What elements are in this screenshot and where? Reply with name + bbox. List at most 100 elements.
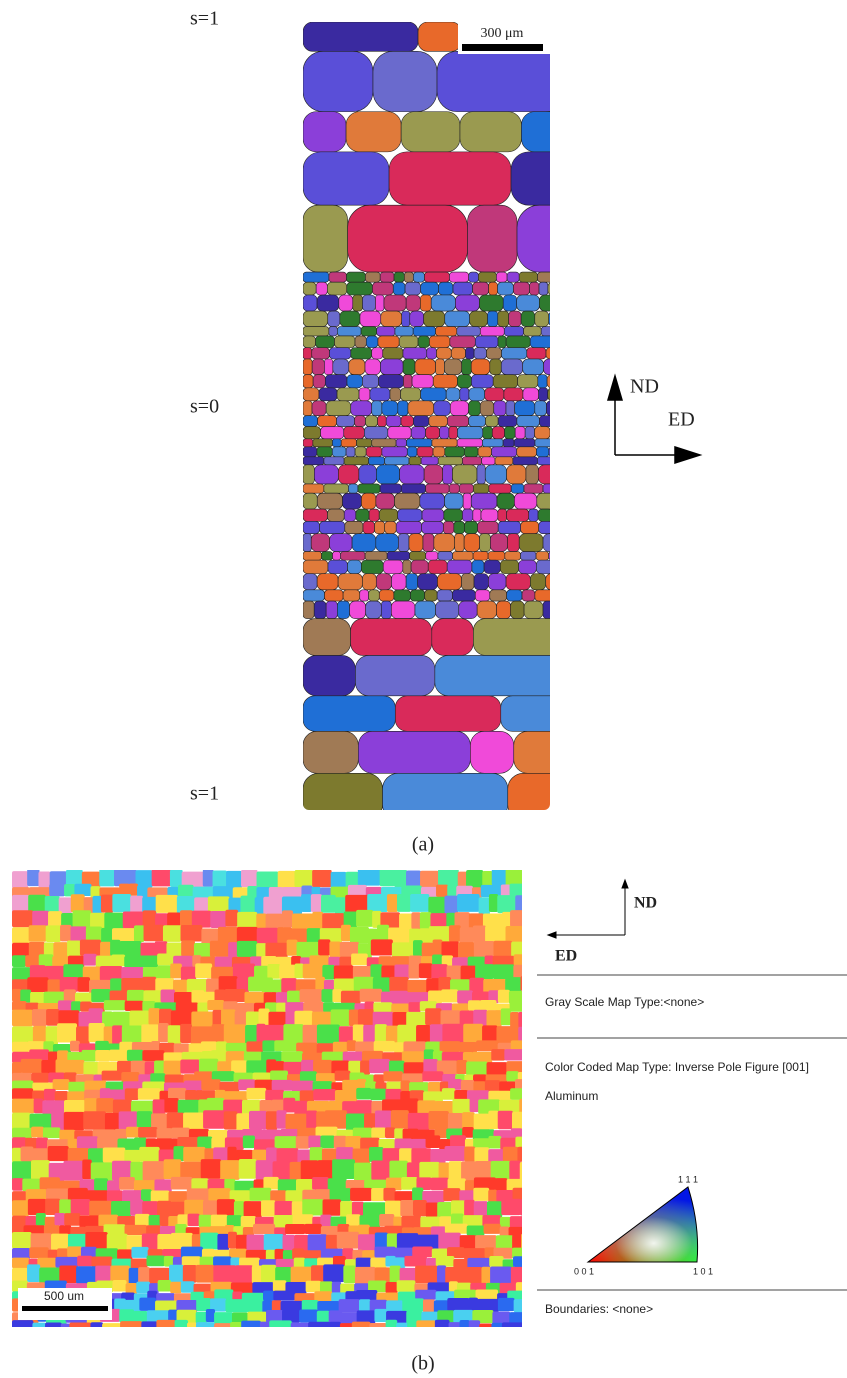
- grain: [252, 1266, 262, 1284]
- grain: [32, 1009, 47, 1026]
- grain: [511, 1267, 533, 1285]
- grain: [282, 910, 293, 927]
- grain: [460, 927, 474, 944]
- grain: [337, 327, 361, 336]
- grain: [233, 963, 255, 978]
- grain: [386, 416, 401, 427]
- grain: [63, 1161, 83, 1181]
- grain: [504, 1049, 527, 1060]
- grain: [347, 560, 361, 574]
- grain: [407, 447, 417, 457]
- grain: [462, 1267, 483, 1285]
- axis-label: ED: [668, 409, 695, 431]
- grain: [344, 457, 368, 465]
- grain: [225, 910, 238, 927]
- grain: [453, 282, 473, 295]
- grain: [396, 1323, 408, 1339]
- position-label: s=0: [190, 396, 219, 418]
- grain: [490, 590, 507, 601]
- grain: [535, 427, 551, 439]
- grain: [402, 1051, 425, 1062]
- grain: [517, 205, 609, 272]
- grain: [480, 401, 494, 416]
- grain: [337, 601, 349, 618]
- grain: [506, 868, 528, 885]
- grain: [489, 484, 511, 493]
- grain: [353, 295, 363, 311]
- grain: [45, 1323, 62, 1339]
- grain: [473, 509, 481, 521]
- grain: [379, 590, 394, 601]
- grain: [303, 457, 324, 465]
- grain: [93, 896, 102, 914]
- grain: [321, 989, 333, 1002]
- grain: [342, 1080, 358, 1091]
- grain: [96, 956, 113, 968]
- grain: [171, 1177, 193, 1190]
- grain: [388, 427, 411, 439]
- grain: [492, 447, 517, 457]
- grain: [82, 1050, 97, 1061]
- grain: [138, 1127, 157, 1138]
- grain: [250, 1188, 272, 1201]
- grain: [359, 388, 370, 401]
- caption: (a): [412, 834, 434, 856]
- grain: [207, 1000, 224, 1010]
- grain: [215, 957, 233, 969]
- grain: [324, 359, 332, 375]
- triangle-label: 1 0 1: [693, 1266, 713, 1276]
- grain: [170, 964, 182, 979]
- grain: [303, 493, 317, 509]
- axis-label: ND: [630, 376, 659, 398]
- grain: [156, 895, 178, 913]
- grain: [318, 939, 330, 955]
- grain: [100, 1088, 111, 1100]
- grain: [490, 534, 507, 552]
- grain: [158, 1280, 171, 1292]
- axes-indicator-b: [548, 880, 628, 938]
- grain: [76, 1266, 96, 1284]
- grain: [488, 552, 505, 561]
- grain: [196, 1265, 215, 1283]
- grain: [436, 359, 445, 375]
- grain: [485, 465, 506, 484]
- grain: [370, 1089, 386, 1101]
- grain: [428, 560, 447, 574]
- grain: [486, 348, 501, 359]
- grain: [403, 1129, 419, 1140]
- grain: [246, 1088, 266, 1100]
- grain: [41, 1060, 56, 1074]
- grain: [323, 1199, 342, 1215]
- grain: [335, 1090, 357, 1102]
- grain: [548, 282, 569, 295]
- grain: [321, 895, 336, 913]
- grain: [539, 295, 563, 311]
- grain: [78, 977, 90, 992]
- grain: [249, 1111, 267, 1129]
- grain: [105, 1113, 120, 1131]
- grain: [303, 205, 348, 272]
- grain: [497, 282, 513, 295]
- grain: [120, 1321, 142, 1337]
- grain: [474, 348, 486, 359]
- grain: [406, 295, 420, 311]
- grain: [373, 1002, 392, 1012]
- grain: [77, 1136, 98, 1149]
- grain: [341, 925, 351, 942]
- grain: [400, 465, 425, 484]
- grain: [89, 1008, 104, 1025]
- grain: [485, 926, 506, 943]
- grain: [303, 509, 327, 521]
- grain: [371, 1188, 384, 1201]
- grain: [437, 1202, 452, 1218]
- grain: [368, 457, 384, 465]
- grain: [445, 493, 464, 509]
- grain: [423, 1059, 437, 1073]
- grain: [471, 375, 493, 388]
- grain: [164, 1159, 182, 1179]
- grain: [355, 447, 366, 457]
- grain: [411, 560, 428, 574]
- grain: [426, 1203, 438, 1219]
- grain: [277, 1148, 299, 1163]
- figure: s=1 s=0 s=1 300 μm ND ED (a) 500 um ND E…: [0, 0, 847, 1378]
